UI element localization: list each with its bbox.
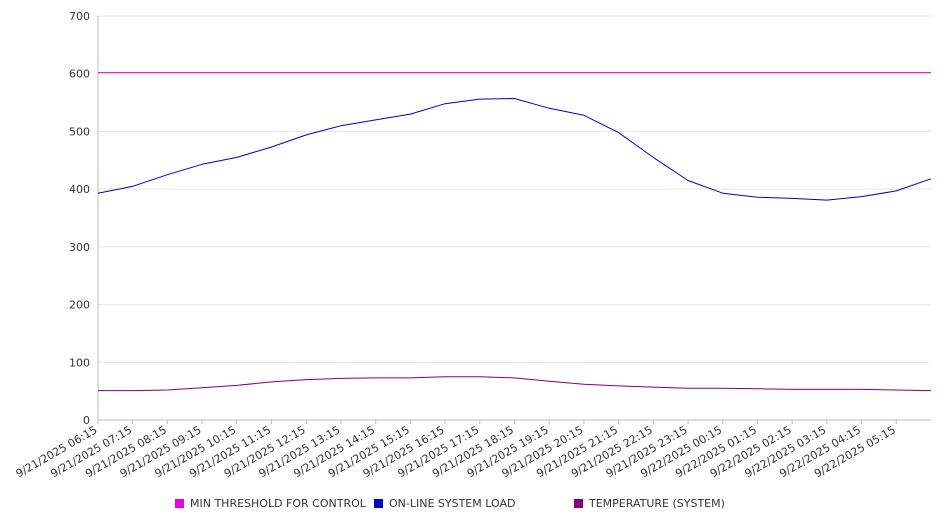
y-tick-label: 600: [69, 68, 90, 81]
legend-swatch-temperature: [574, 499, 583, 508]
grid-lines: [98, 15, 931, 421]
x-tick-labels: 9/21/2025 06:159/21/2025 07:159/21/2025 …: [14, 423, 898, 480]
y-tick-label: 500: [69, 125, 90, 138]
axes: [97, 16, 897, 424]
legend-swatch-system-load: [374, 499, 383, 508]
legend: MIN THRESHOLD FOR CONTROL ON-LINE SYSTEM…: [0, 497, 946, 515]
series-lines: [97, 72, 932, 392]
y-tick-label: 300: [69, 241, 90, 254]
legend-item-temperature[interactable]: TEMPERATURE (SYSTEM): [574, 497, 725, 510]
y-tick-labels: 0 100 200 300 400 500 600 700: [69, 10, 90, 427]
legend-label-temperature: TEMPERATURE (SYSTEM): [589, 497, 725, 510]
series-line-2[interactable]: [98, 376, 932, 392]
y-tick-label: 100: [69, 356, 90, 369]
legend-item-system-load[interactable]: ON-LINE SYSTEM LOAD: [374, 497, 515, 510]
legend-swatch-min-threshold: [175, 499, 184, 508]
y-tick-label: 0: [83, 414, 90, 427]
legend-label-min-threshold: MIN THRESHOLD FOR CONTROL: [190, 497, 366, 510]
y-tick-label: 200: [69, 299, 90, 312]
y-tick-label: 700: [69, 10, 90, 23]
legend-item-min-threshold[interactable]: MIN THRESHOLD FOR CONTROL: [175, 497, 366, 510]
legend-label-system-load: ON-LINE SYSTEM LOAD: [389, 497, 516, 510]
y-tick-label: 400: [69, 183, 90, 196]
series-line-1[interactable]: [97, 98, 932, 201]
